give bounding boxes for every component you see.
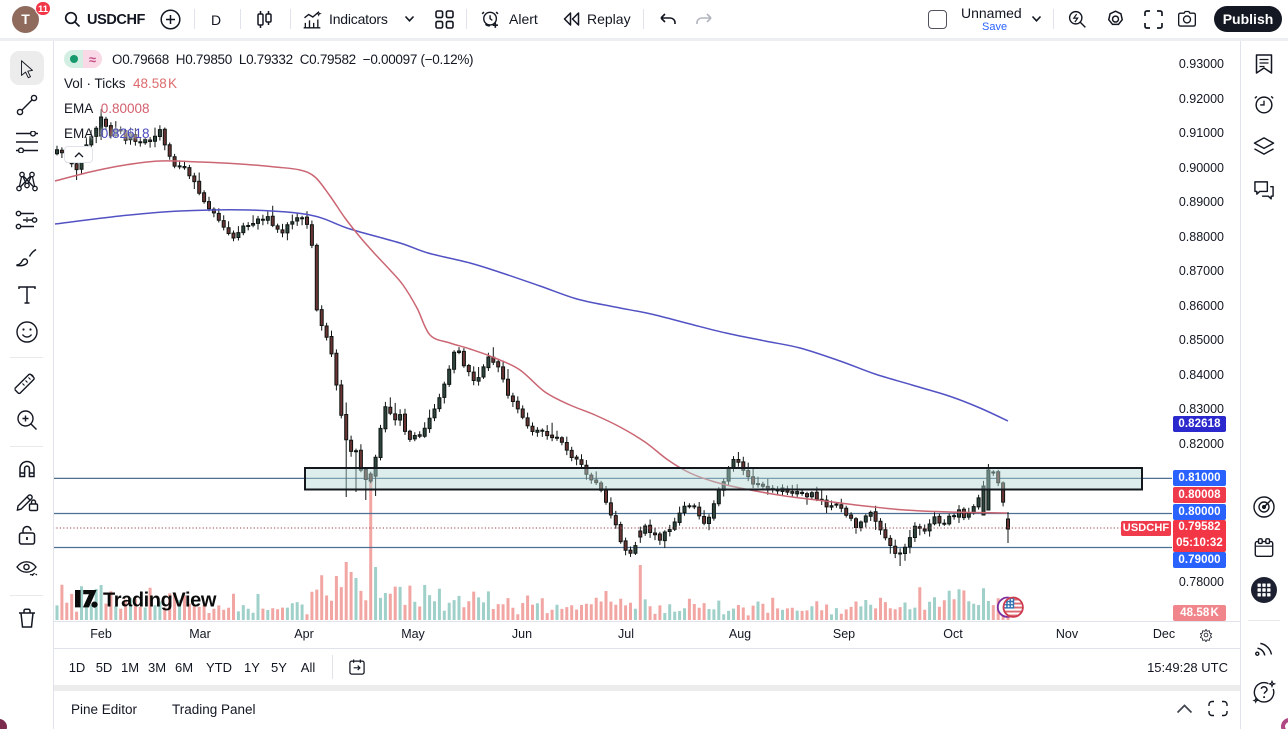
svg-text:TradingView: TradingView [103, 590, 217, 612]
